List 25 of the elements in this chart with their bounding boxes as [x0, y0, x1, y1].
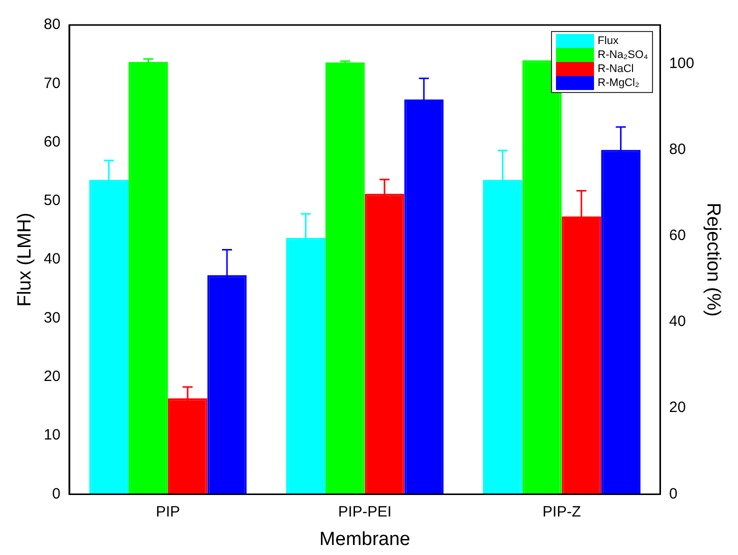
y2-tick-label: 20 — [669, 399, 686, 416]
y2-tick-label: 40 — [669, 313, 686, 330]
x-tick-label: PIP-Z — [542, 503, 581, 520]
y-tick-label: 70 — [44, 74, 60, 92]
y-tick-label: 10 — [44, 426, 60, 444]
legend-label: R-Na₂SO₄ — [598, 49, 648, 61]
y2-tick-label: 100 — [669, 54, 694, 72]
y2-axis-title: Rejection (%) — [702, 202, 724, 317]
y2-tick-label: 60 — [669, 227, 686, 244]
y-axis-title: Flux (LMH) — [14, 212, 36, 307]
legend-label: R-MgCl₂ — [598, 77, 640, 89]
legend-label: R-NaCl — [598, 63, 634, 75]
y2-tick-label: 80 — [669, 140, 686, 158]
y2-tick-label: 0 — [669, 485, 678, 502]
y-tick-label: 50 — [44, 192, 60, 210]
y-tick-label: 30 — [44, 309, 60, 326]
y-tick-label: 20 — [44, 368, 60, 386]
x-tick-label: PIP-PEI — [338, 503, 392, 520]
y-tick-label: 40 — [44, 250, 60, 268]
x-axis-title: Membrane — [319, 528, 410, 550]
y-tick-label: 60 — [44, 133, 60, 150]
y-tick-label: 80 — [44, 16, 60, 34]
y-tick-label: 0 — [52, 485, 60, 502]
legend-label: Flux — [598, 35, 618, 47]
x-tick-label: PIP — [156, 503, 180, 520]
